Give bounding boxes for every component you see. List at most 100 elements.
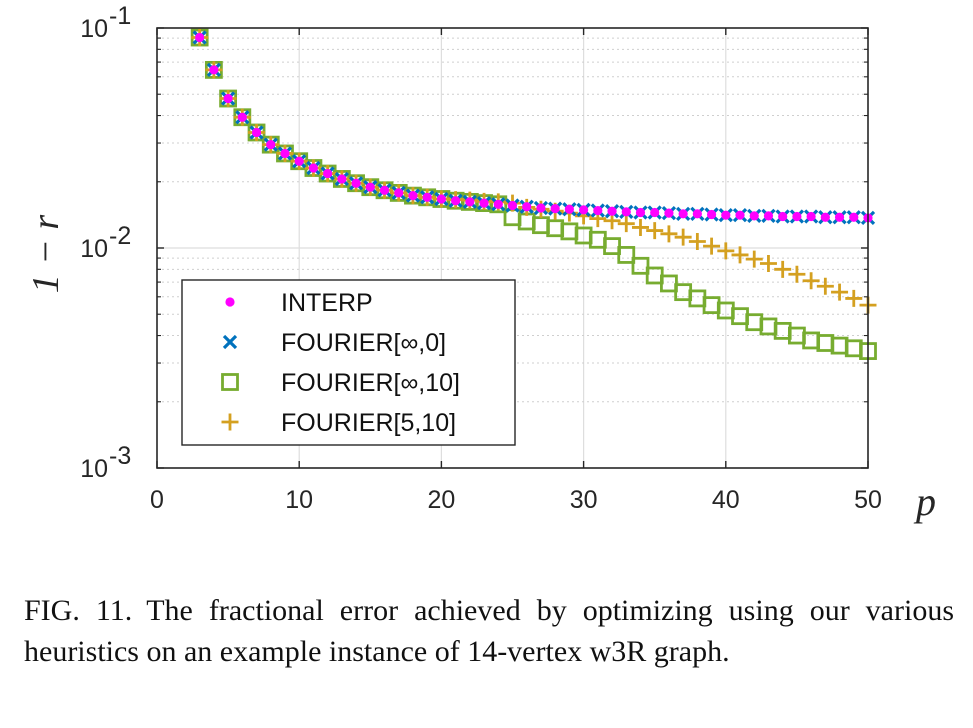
data-point	[294, 156, 304, 166]
data-point	[806, 211, 816, 222]
data-point	[773, 321, 792, 340]
data-point	[674, 228, 692, 246]
data-point	[759, 317, 778, 336]
legend-box	[181, 279, 516, 446]
y-tick-label-exponent: -1	[109, 2, 131, 30]
data-point	[834, 212, 845, 222]
data-point	[550, 204, 560, 214]
data-point	[621, 207, 631, 217]
data-point	[479, 198, 489, 208]
data-point	[820, 212, 830, 222]
caption-label: FIG. 11.	[24, 594, 133, 627]
data-point	[674, 283, 693, 302]
data-point	[664, 208, 674, 218]
data-point	[517, 212, 536, 231]
data-point	[646, 222, 664, 240]
y-tick-label-exponent: -2	[109, 222, 131, 250]
data-point	[816, 277, 834, 295]
data-point	[830, 336, 849, 355]
data-point	[536, 203, 546, 213]
data-point	[394, 188, 404, 198]
x-axis-label: p	[913, 479, 936, 524]
chart: 0 10 20 30 40 50 10-110-210-3 p 1 − r INTERPF…	[25, 2, 936, 524]
legend-marker	[221, 413, 239, 431]
data-point	[631, 256, 650, 275]
data-point	[792, 211, 802, 222]
data-point	[579, 205, 589, 215]
legend-label: FOURIER[∞,10]	[281, 369, 460, 397]
legend-marker	[221, 373, 239, 391]
x-tick-label: 20	[427, 486, 455, 514]
data-point	[422, 192, 432, 202]
data-point	[831, 283, 849, 301]
data-point	[802, 272, 820, 290]
data-point	[703, 237, 721, 255]
data-point	[717, 242, 735, 260]
legend-marker	[225, 297, 235, 307]
data-point	[692, 209, 702, 219]
data-point	[493, 199, 503, 209]
legend-label: FOURIER[5,10]	[281, 409, 456, 437]
legend-label: INTERP	[281, 289, 373, 317]
data-point	[617, 215, 635, 233]
x-tick-label: 50	[854, 486, 882, 514]
data-point	[731, 246, 749, 264]
data-point	[603, 237, 621, 256]
y-tick-label: 10	[80, 235, 108, 263]
data-point	[678, 209, 688, 219]
data-point	[745, 313, 764, 332]
data-point	[845, 289, 863, 307]
data-point	[308, 163, 319, 173]
y-tick-label: 10	[80, 15, 108, 43]
data-point	[465, 197, 475, 207]
data-point	[745, 250, 763, 268]
data-point	[706, 209, 717, 220]
x-tick-label: 10	[285, 486, 313, 514]
data-point	[560, 222, 579, 241]
data-point	[532, 216, 550, 235]
data-point	[209, 65, 219, 75]
data-point	[379, 185, 390, 195]
data-point	[660, 225, 678, 243]
data-point	[546, 219, 565, 238]
caption-text: The fractional error achieved by optimiz…	[24, 594, 954, 668]
data-point	[223, 93, 233, 104]
data-point	[451, 196, 461, 206]
figure-caption: FIG. 11. The fractional error achieved by…	[24, 590, 954, 672]
data-point	[849, 212, 859, 222]
data-point	[607, 206, 617, 216]
data-series	[190, 28, 877, 360]
data-point	[788, 265, 806, 283]
y-tick-label-exponent: -3	[109, 442, 131, 470]
data-point	[759, 255, 777, 273]
data-point	[522, 202, 532, 212]
legend-marker	[222, 334, 238, 350]
data-point	[688, 233, 706, 251]
data-point	[365, 182, 375, 192]
data-point	[735, 210, 745, 220]
data-point	[564, 204, 574, 214]
data-point	[749, 211, 759, 221]
series-plus	[191, 29, 877, 314]
data-point	[251, 127, 262, 138]
data-point	[195, 32, 205, 43]
y-tick-label: 10	[80, 455, 108, 483]
y-axis-label: 1 − r	[25, 215, 67, 294]
legend: INTERP FOURIER[∞,0] FOURIER[∞,10] FOURIER[5…	[181, 279, 516, 446]
data-point	[351, 178, 361, 188]
data-point	[844, 339, 863, 358]
data-point	[650, 207, 660, 218]
x-tick-label: 0	[150, 486, 164, 514]
data-point	[688, 289, 707, 308]
data-point	[763, 211, 774, 221]
data-point	[588, 230, 607, 249]
x-tick-label: 30	[570, 486, 598, 514]
data-point	[660, 274, 678, 293]
data-point	[635, 207, 646, 218]
legend-label: FOURIER[∞,0]	[281, 329, 446, 357]
data-point	[816, 334, 835, 352]
data-point	[436, 194, 446, 204]
data-point	[266, 140, 276, 150]
series-x	[192, 30, 876, 226]
data-point	[631, 218, 649, 236]
